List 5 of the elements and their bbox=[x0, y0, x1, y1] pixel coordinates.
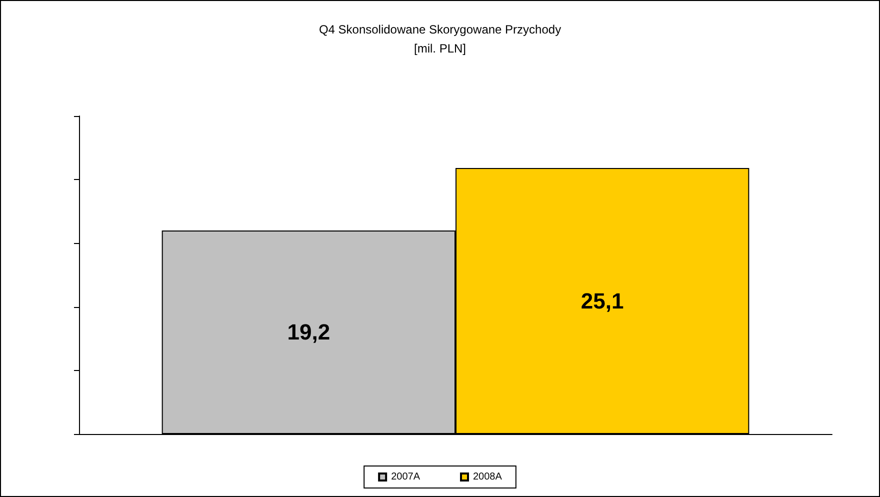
chart-title: Q4 Skonsolidowane Skorygowane Przychody [mil. PLN] bbox=[318, 22, 562, 56]
data-label: 25,1 bbox=[580, 288, 624, 314]
legend-label: 2007A bbox=[391, 472, 420, 482]
legend-label: 2008A bbox=[473, 472, 502, 482]
data-label: 19,2 bbox=[287, 320, 330, 345]
